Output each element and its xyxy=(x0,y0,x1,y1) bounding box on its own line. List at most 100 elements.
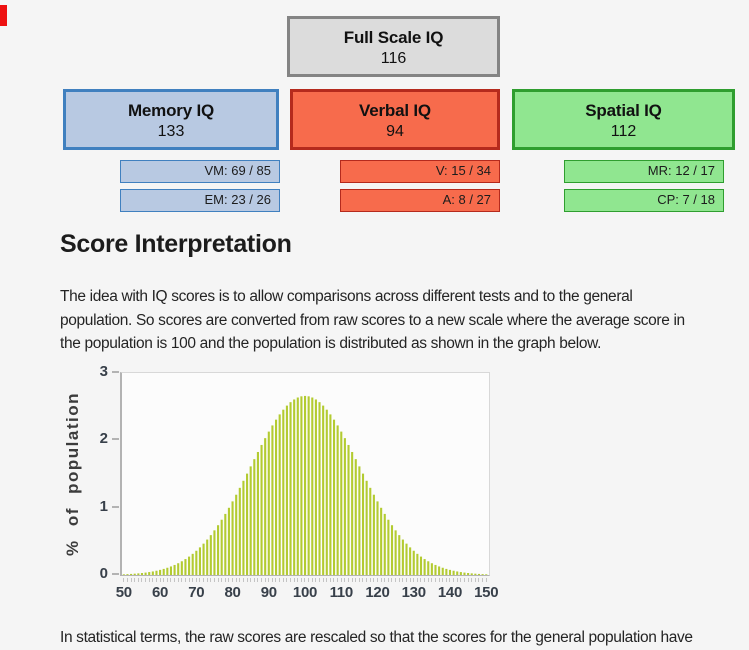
x-minor-tick xyxy=(199,578,201,582)
distribution-bar xyxy=(307,396,310,575)
x-minor-tick xyxy=(271,578,273,582)
x-minor-tick xyxy=(232,578,233,582)
x-minor-tick xyxy=(373,578,375,582)
x-minor-tick xyxy=(188,578,190,582)
memory-iq-label: Memory IQ xyxy=(127,101,215,120)
distribution-bar xyxy=(209,535,212,575)
distribution-bar xyxy=(332,419,336,575)
y-axis-label: % of population xyxy=(63,392,82,556)
distribution-bar xyxy=(459,572,462,575)
footer-paragraph: In statistical terms, the raw scores are… xyxy=(60,629,693,646)
x-tick-label: 50 xyxy=(115,584,132,601)
x-minor-tick xyxy=(366,578,368,582)
x-minor-tick xyxy=(235,578,237,582)
distribution-bar xyxy=(390,525,394,575)
distribution-bar xyxy=(191,553,194,575)
verbal-iq-box: Verbal IQ 94 xyxy=(290,89,500,150)
x-minor-tick xyxy=(166,578,168,582)
distribution-bar xyxy=(427,561,430,575)
distribution-bar xyxy=(369,487,372,575)
distribution-bar xyxy=(419,556,423,575)
x-minor-tick xyxy=(337,578,339,582)
verbal-iq-value: 94 xyxy=(386,123,404,140)
x-minor-tick xyxy=(347,578,349,582)
distribution-bar xyxy=(289,402,292,575)
distribution-bar xyxy=(169,566,173,575)
distribution-bar xyxy=(416,553,419,575)
x-minor-tick xyxy=(152,578,154,582)
x-minor-tick xyxy=(420,578,422,582)
distribution-bar xyxy=(140,573,144,575)
distribution-bar xyxy=(260,444,263,575)
distribution-bar xyxy=(336,425,339,575)
x-minor-tick xyxy=(134,578,136,582)
distribution-bar xyxy=(456,571,459,575)
distribution-bar xyxy=(137,573,140,575)
x-minor-tick xyxy=(358,578,360,582)
distribution-bar xyxy=(242,480,245,575)
distribution-bar xyxy=(177,563,180,575)
distribution-bar xyxy=(180,561,183,575)
x-minor-tick xyxy=(482,578,484,582)
distribution-bar xyxy=(202,543,205,575)
full-scale-iq-value: 116 xyxy=(380,50,407,67)
x-minor-tick xyxy=(206,578,208,582)
subtest-a-box: A: 8 / 27 xyxy=(340,189,500,212)
distribution-bar xyxy=(253,459,256,575)
x-tick-label: 60 xyxy=(152,584,169,601)
x-minor-tick xyxy=(445,578,447,582)
x-minor-tick xyxy=(351,578,353,582)
distribution-bar xyxy=(394,530,397,575)
y-tick-mark xyxy=(112,438,119,441)
memory-iq-box: Memory IQ 133 xyxy=(63,89,279,150)
x-minor-tick xyxy=(409,578,411,582)
x-minor-tick xyxy=(184,578,186,582)
x-minor-tick xyxy=(467,578,469,582)
x-minor-tick xyxy=(456,578,458,582)
distribution-bar xyxy=(217,525,220,575)
x-minor-tick xyxy=(289,578,291,582)
x-minor-tick xyxy=(474,578,476,582)
x-minor-tick xyxy=(250,578,252,582)
distribution-bar xyxy=(365,480,368,575)
x-minor-tick xyxy=(424,578,426,582)
distribution-bar xyxy=(477,573,481,575)
x-tick-label: 150 xyxy=(474,584,499,601)
x-tick-label: 80 xyxy=(224,584,241,601)
x-minor-tick xyxy=(471,578,473,582)
full-scale-iq-label: Full Scale IQ xyxy=(343,28,444,47)
distribution-bar xyxy=(126,574,129,575)
distribution-bar xyxy=(282,409,285,575)
x-minor-tick xyxy=(246,578,248,582)
distribution-bar xyxy=(467,573,470,575)
x-minor-tick xyxy=(195,578,197,582)
x-minor-tick xyxy=(137,578,139,582)
distribution-bar xyxy=(322,405,325,575)
distribution-bar xyxy=(300,396,303,575)
distribution-bar xyxy=(383,513,386,575)
x-minor-tick xyxy=(275,578,277,582)
distribution-bar xyxy=(376,501,379,575)
distribution-bar xyxy=(246,473,249,575)
x-minor-tick xyxy=(264,578,266,582)
x-minor-tick xyxy=(126,578,128,582)
x-minor-tick xyxy=(130,578,132,582)
x-minor-tick xyxy=(326,578,328,582)
distribution-bar xyxy=(271,425,274,575)
distribution-bar xyxy=(405,543,408,575)
population-distribution-chart: % of population 0 1 2 3 50 60 70 80 90 100 110 120 1… xyxy=(0,360,749,610)
x-minor-tick xyxy=(217,578,219,582)
x-minor-tick xyxy=(181,578,183,582)
x-minor-tick xyxy=(402,578,404,582)
paragraph-line: The idea with IQ scores is to allow comp… xyxy=(60,288,633,305)
x-minor-tick xyxy=(192,578,194,582)
subtest-em-box: EM: 23 / 26 xyxy=(120,189,280,212)
x-minor-tick xyxy=(286,578,288,582)
distribution-bar xyxy=(220,519,223,575)
x-minor-tick xyxy=(369,578,371,582)
x-minor-tick xyxy=(485,578,487,582)
distribution-bar xyxy=(329,414,332,575)
distribution-bar xyxy=(463,572,466,575)
x-minor-tick xyxy=(387,578,389,582)
x-minor-tick xyxy=(141,578,143,582)
